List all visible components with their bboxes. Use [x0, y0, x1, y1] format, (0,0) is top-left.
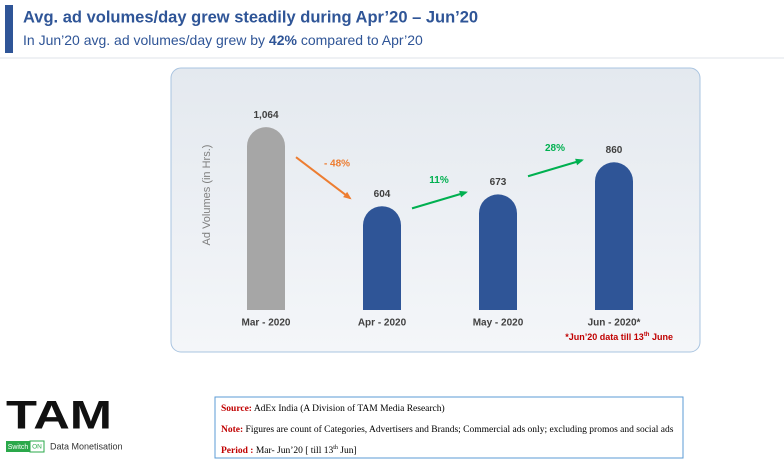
value-label: 673: [490, 177, 507, 188]
value-label: 1,064: [253, 110, 278, 121]
period-text: Mar- Jun’20 [ till 13: [253, 446, 333, 456]
value-label: 860: [606, 145, 623, 156]
change-arrow: [295, 156, 351, 200]
logo-name: TAM: [6, 394, 112, 438]
logo-switch-box: [6, 441, 30, 452]
plot: 1,064 Mar - 2020 604 Apr - 2020 673 May - 202…: [242, 110, 641, 329]
logo-switch: Switch: [8, 444, 29, 451]
bar: [479, 194, 517, 310]
logo-tagline: Data Monetisation: [50, 441, 123, 451]
x-tick-label: Mar - 2020: [242, 318, 291, 329]
header-bar: [5, 5, 13, 53]
x-tick-label: Jun - 2020*: [588, 318, 641, 329]
period-label: Period :: [221, 446, 253, 456]
note-label: Note:: [221, 425, 243, 435]
bar: [595, 162, 633, 310]
period-text: Jun]: [338, 446, 357, 456]
source-box: [214, 396, 684, 459]
source-line: Source: AdEx India (A Division of TAM Me…: [221, 403, 445, 414]
value-label: 604: [374, 189, 391, 200]
subtitle-text: In Jun’20 avg. ad volumes/day grew by: [23, 32, 269, 48]
footnote-text: June: [649, 332, 673, 342]
logo-on: ON: [32, 444, 42, 451]
footnote-text: *Jun’20 data till 13: [565, 332, 644, 342]
source-label: Source:: [221, 404, 252, 414]
arrow-head: [459, 190, 468, 198]
y-axis-label: Ad Volumes (in Hrs.): [201, 145, 213, 246]
arrow-head: [575, 158, 584, 166]
subtitle-text: compared to Apr’20: [297, 32, 423, 48]
period-sup: th: [333, 445, 338, 451]
footnote-sup: th: [644, 332, 650, 338]
logo: TAM Switch ON Data Monetisation: [6, 394, 123, 453]
change-label: 28%: [545, 143, 565, 154]
subtitle-highlight: 42%: [269, 32, 298, 48]
change-arrow: [527, 159, 583, 178]
change-arrow: [411, 191, 467, 210]
footnote: *Jun’20 data till 13th June: [565, 332, 673, 343]
period-line: Period : Mar- Jun’20 [ till 13th Jun]: [221, 445, 357, 456]
arrow-head: [343, 191, 352, 200]
bar: [247, 127, 285, 310]
change-label: 11%: [429, 175, 449, 186]
change-label: - 48%: [324, 158, 350, 169]
x-tick-label: May - 2020: [473, 318, 524, 329]
title: Avg. ad volumes/day grew steadily during…: [23, 8, 478, 26]
chart-panel: [170, 67, 701, 353]
note-text: Figures are count of Categories, Adverti…: [243, 424, 674, 435]
source-text: AdEx India (A Division of TAM Media Rese…: [252, 403, 445, 414]
logo-on-box: [29, 440, 45, 453]
subtitle: In Jun’20 avg. ad volumes/day grew by 42…: [23, 32, 423, 48]
note-line: Note: Figures are count of Categories, A…: [221, 424, 674, 435]
x-tick-label: Apr - 2020: [358, 318, 407, 329]
bar: [363, 206, 401, 310]
